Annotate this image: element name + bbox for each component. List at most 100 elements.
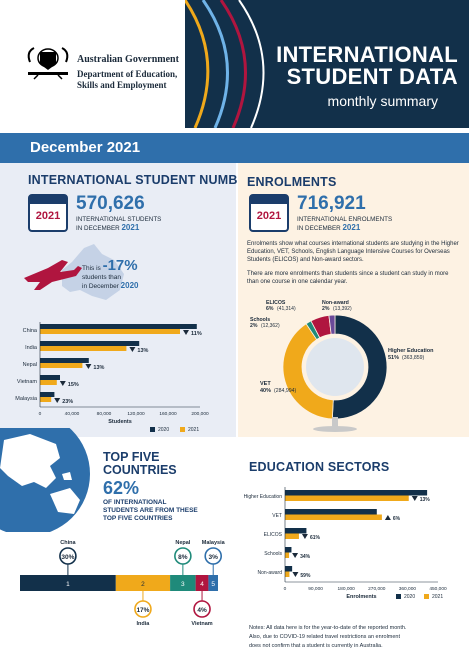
- country-percent: 30%: [61, 554, 74, 561]
- x-tick-label: 450,000: [429, 586, 447, 592]
- enrolment-total: 716,921: [297, 193, 366, 214]
- x-tick-label: 160,000: [159, 411, 177, 417]
- bar-2020: [285, 509, 377, 515]
- slice-percent: 51%: [388, 355, 399, 361]
- category-label: ELICOS: [264, 532, 283, 538]
- category-label: Higher Education: [244, 494, 283, 500]
- bar-2021: [285, 552, 290, 558]
- country-percent: 17%: [136, 607, 149, 614]
- donut-slice: [328, 314, 336, 335]
- enrolments-title: ENROLMENTS: [247, 175, 337, 189]
- bar-2021: [40, 329, 180, 334]
- segment-rank: 5: [211, 581, 215, 588]
- change-label: 23%: [62, 399, 73, 405]
- slice-label: Non-award: [322, 300, 349, 306]
- slice-value: (363,859): [402, 355, 424, 361]
- segment-rank: 1: [66, 581, 70, 588]
- x-tick-label: 0: [39, 411, 42, 417]
- change-label: 34%: [300, 554, 311, 560]
- segment-nepal: [170, 575, 196, 591]
- segment-rank: 3: [181, 581, 185, 588]
- bar-2020: [40, 324, 197, 329]
- x-axis-title: Students: [108, 419, 132, 425]
- segment-vietnam: [195, 575, 209, 591]
- x-axis-title: Enrolments: [346, 594, 376, 600]
- student-total: 570,626: [76, 193, 145, 214]
- slice-label: Schools: [250, 317, 270, 323]
- category-label: Non-award: [258, 570, 283, 576]
- student-numbers-title: INTERNATIONAL STUDENT NUMBERS: [28, 173, 264, 187]
- globe-core: [306, 338, 364, 396]
- decrease-arrow: [59, 381, 66, 386]
- decrease-arrow: [301, 534, 308, 539]
- notes: Notes: All data here is for the year-to-…: [249, 625, 407, 649]
- bar-2021: [285, 571, 290, 577]
- country-percent: 4%: [197, 607, 207, 614]
- slice-value: (41,314): [277, 306, 296, 312]
- bar-2020: [285, 547, 292, 553]
- slice-percent: 40%: [260, 388, 271, 394]
- category-label: Schools: [264, 551, 282, 557]
- x-tick-label: 40,000: [65, 411, 80, 417]
- bar-2021: [40, 380, 57, 385]
- x-tick-label: 0: [284, 586, 287, 592]
- country-percent: 3%: [209, 554, 219, 561]
- callout-circle: [59, 547, 77, 565]
- legend-label: 2020: [404, 594, 415, 600]
- top-five-caption: OF INTERNATIONAL STUDENTS ARE FROM THESE…: [103, 499, 198, 522]
- bar-2020: [40, 375, 60, 380]
- x-tick-label: 270,000: [368, 586, 386, 592]
- category-label: Nepal: [23, 362, 37, 368]
- x-tick-label: 180,000: [338, 586, 356, 592]
- increase-arrow: [384, 515, 391, 520]
- x-tick-label: 90,000: [308, 586, 323, 592]
- sectors-bar-chart: Higher Education 13% VET 6% ELICOS 61% Schools…: [244, 487, 447, 600]
- callout-circle: [204, 547, 223, 565]
- change-label: 13%: [93, 365, 104, 371]
- change-label: 59%: [300, 573, 311, 579]
- decrease-arrow: [292, 572, 299, 577]
- department-name: Department of Education, Skills and Empl…: [77, 69, 178, 90]
- x-tick-label: 80,000: [97, 411, 112, 417]
- callout-circle: [174, 547, 192, 565]
- coat-of-arms-icon: [27, 47, 69, 80]
- legend-swatch-2020: [150, 427, 155, 432]
- x-tick-label: 120,000: [127, 411, 145, 417]
- enrolments-note: There are more enrolments than students …: [247, 271, 449, 285]
- slice-percent: 2%: [250, 323, 258, 329]
- bar-2021: [40, 397, 52, 402]
- slice-percent: 2%: [322, 306, 330, 312]
- header-banner: [185, 0, 469, 128]
- bar-2020: [285, 528, 307, 534]
- bar-2020: [40, 392, 55, 397]
- legend-swatch-2021: [180, 427, 185, 432]
- slice-value: (12,362): [261, 323, 280, 329]
- country-percent: 8%: [178, 554, 188, 561]
- legend-label: 2021: [188, 427, 199, 433]
- bar-2020: [285, 566, 293, 572]
- page-title: INTERNATIONAL STUDENT DATA: [276, 42, 458, 89]
- bar-2021: [40, 363, 83, 368]
- slice-label: VET: [260, 381, 271, 387]
- x-tick-label: 360,000: [399, 586, 417, 592]
- change-label: 61%: [310, 535, 321, 541]
- category-label: Vietnam: [17, 379, 37, 385]
- slice-value: (284,994): [274, 388, 296, 394]
- decrease-arrow: [54, 398, 61, 403]
- australia-plane-icon: [24, 244, 124, 300]
- country-label: Vietnam: [191, 621, 212, 627]
- bar-2021: [285, 514, 382, 520]
- legend-label: 2021: [432, 594, 443, 600]
- globe-stand: [332, 417, 338, 427]
- calendar-icon: 2021: [249, 194, 289, 232]
- calendar-icon: 2021: [28, 194, 68, 232]
- change-label: 6%: [393, 516, 401, 522]
- country-label: Malaysia: [202, 540, 226, 546]
- country-label: India: [137, 621, 151, 627]
- slice-percent: 6%: [266, 306, 274, 312]
- segment-rank: 2: [141, 581, 145, 588]
- bar-2020: [40, 341, 140, 346]
- month-band: [0, 133, 469, 163]
- change-label: 11%: [191, 331, 202, 337]
- top-five-title: TOP FIVE COUNTRIES: [103, 450, 177, 477]
